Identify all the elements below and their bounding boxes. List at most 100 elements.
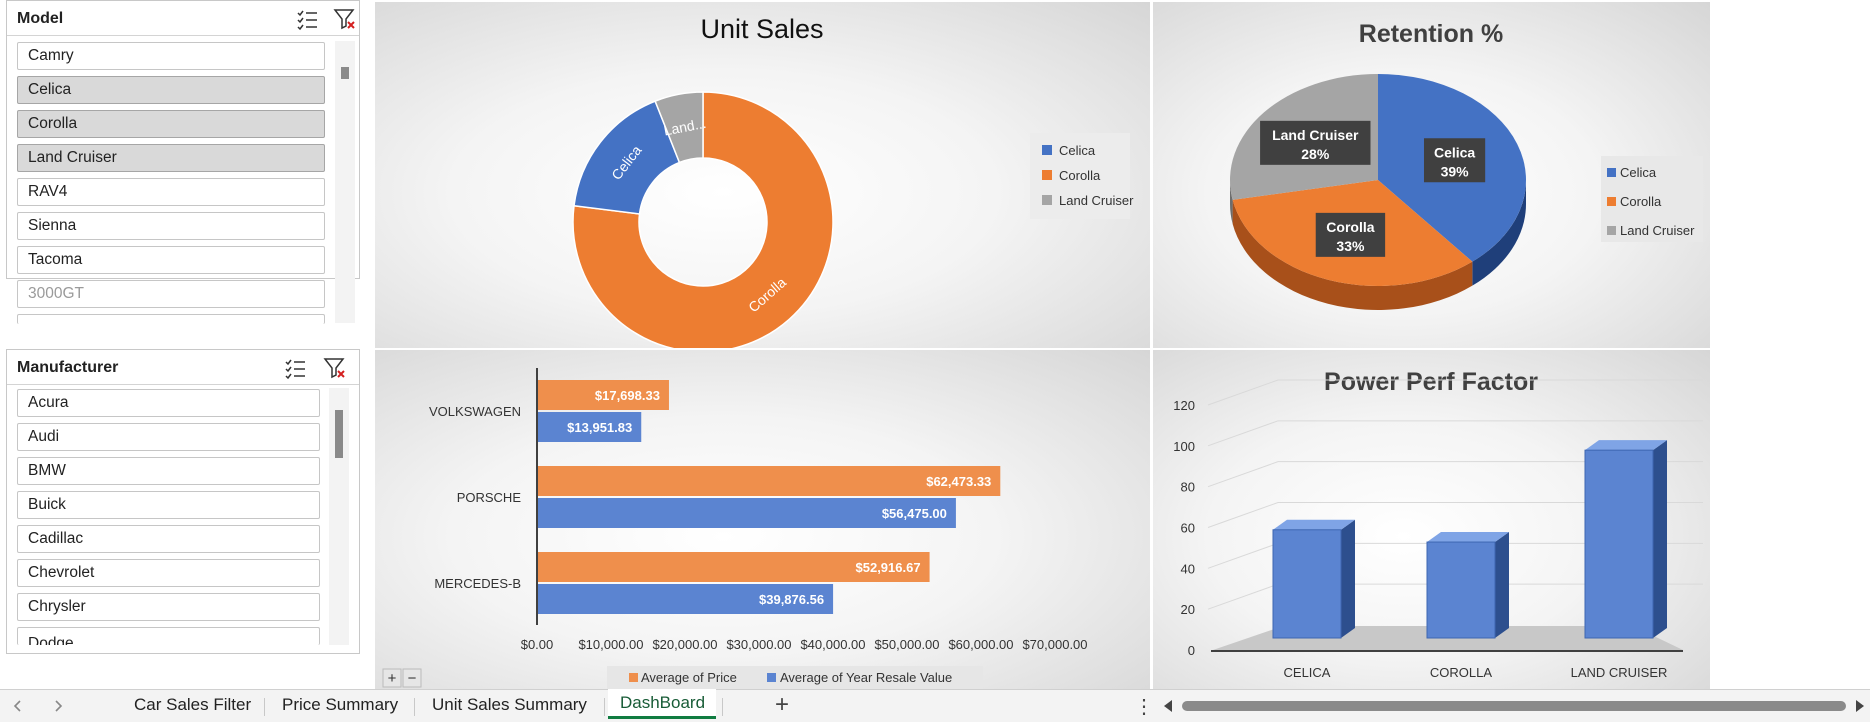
pie-label-box — [1423, 138, 1486, 183]
tab-divider — [414, 698, 415, 716]
slicer-item-corolla[interactable]: Corolla — [17, 110, 325, 138]
tab-divider — [604, 698, 605, 716]
gridline — [1207, 420, 1703, 447]
pie-side-corolla — [1232, 199, 1473, 310]
legend-label-corolla: Corolla — [1059, 168, 1101, 183]
slicer-item-dodge[interactable]: Dodge — [17, 627, 320, 645]
retention-chart[interactable]: Retention % Celica 39% Corolla 33% Land Crui… — [1153, 2, 1710, 348]
horizontal-scrollbar[interactable] — [1180, 699, 1850, 713]
x-tick-label-land-cruiser: LAND CRUISER — [1571, 665, 1668, 680]
pie-side-celica — [1472, 180, 1526, 286]
zoom-in-button[interactable]: + — [388, 670, 397, 687]
retention-legend: Celica Corolla Land Cruiser — [1601, 156, 1703, 242]
slicer-item-chrysler[interactable]: Chrysler — [17, 593, 320, 621]
column-side-land-cruiser — [1653, 440, 1667, 638]
price-bar-chart[interactable]: VOLKSWAGEN $17,698.33 $13,951.83 PORSCHE $62… — [375, 350, 1150, 689]
y-tick-label: 80 — [1181, 480, 1195, 495]
unit-sales-chart[interactable]: Unit Sales Corolla Celica Land... Celica Co… — [375, 2, 1150, 348]
slicer-item-cadillac[interactable]: Cadillac — [17, 525, 320, 553]
x-tick-label: $60,000.00 — [948, 637, 1013, 652]
bar-average-of-price-volkswagen[interactable] — [538, 380, 669, 410]
slicer-item-bmw[interactable]: BMW — [17, 457, 320, 485]
power-perf-chart[interactable]: Power Perf Factor 0 20 40 60 80 100 120 CELICA C… — [1153, 350, 1710, 689]
slicer-item-tacoma[interactable]: Tacoma — [17, 246, 325, 274]
pie-label-box — [1260, 120, 1371, 165]
price-bar-svg: VOLKSWAGEN $17,698.33 $13,951.83 PORSCHE $62… — [382, 368, 1088, 689]
clear-filter-icon[interactable] — [333, 7, 357, 31]
slicer-item-audi[interactable]: Audi — [17, 423, 320, 451]
x-tick-label: $50,000.00 — [874, 637, 939, 652]
tab-car-sales-filter[interactable]: Car Sales Filter — [134, 695, 252, 714]
pie-label-box — [1315, 212, 1386, 257]
tab-price-summary[interactable]: Price Summary — [282, 695, 399, 714]
slicer-item-chevrolet[interactable]: Chevrolet — [17, 559, 320, 587]
slicer-item-sienna[interactable]: Sienna — [17, 212, 325, 240]
legend-swatch-resale — [767, 673, 776, 682]
bar-average-of-year-resale-value-volkswagen[interactable] — [538, 412, 642, 442]
scroll-right-icon[interactable] — [1854, 699, 1866, 713]
slicer-item-celica[interactable]: Celica — [17, 76, 325, 104]
unit-sales-title: Unit Sales — [700, 14, 823, 44]
manufacturer-slicer-scroll-thumb[interactable] — [335, 410, 343, 458]
x-tick-label: $40,000.00 — [800, 637, 865, 652]
bar-average-of-year-resale-value-mercedes-b[interactable] — [538, 584, 834, 614]
slicer-item-camry[interactable]: Camry — [17, 42, 325, 70]
unit-sales-svg: Unit Sales Corolla Celica Land... Celica Co… — [572, 14, 1134, 348]
power-perf-svg: Power Perf Factor 0 20 40 60 80 100 120 CELICA C… — [1173, 368, 1703, 680]
model-slicer-header: Model — [7, 1, 359, 36]
pie-side-land-cruiser — [1230, 180, 1233, 224]
legend-swatch-corolla — [1607, 197, 1616, 206]
slicer-item-buick[interactable]: Buick — [17, 491, 320, 519]
zoom-controls[interactable]: + − — [382, 668, 422, 688]
legend-label-price: Average of Price — [641, 670, 737, 685]
column-celica[interactable] — [1272, 529, 1342, 639]
manufacturer-slicer-scrollbar[interactable] — [329, 388, 349, 645]
x-tick-label: $0.00 — [521, 637, 554, 652]
retention-title: Retention % — [1359, 20, 1503, 48]
power-perf-title: Power Perf Factor — [1324, 368, 1538, 396]
bar-average-of-price-mercedes-b[interactable] — [538, 552, 930, 582]
prev-sheet-icon[interactable] — [10, 698, 26, 714]
scroll-left-icon[interactable] — [1162, 699, 1174, 713]
pie-label-name-land-cruiser: Land Cruiser — [1272, 127, 1359, 143]
multi-select-icon[interactable] — [295, 7, 319, 31]
gridline — [1207, 461, 1703, 488]
tab-unit-sales-summary[interactable]: Unit Sales Summary — [432, 695, 587, 714]
x-tick-label: $70,000.00 — [1022, 637, 1087, 652]
slicer-item-land-cruiser[interactable]: Land Cruiser — [17, 144, 325, 172]
tab-dashboard[interactable]: DashBoard — [620, 693, 706, 712]
tab-dashboard-active[interactable]: DashBoard — [608, 689, 716, 719]
column-corolla[interactable] — [1426, 541, 1496, 639]
zoom-out-button[interactable]: − — [408, 670, 417, 687]
legend-swatch-land-cruiser — [1042, 195, 1052, 205]
multi-select-icon[interactable] — [283, 356, 307, 380]
model-slicer-scroll-thumb[interactable] — [341, 67, 349, 79]
donut-slice-corolla[interactable] — [572, 91, 834, 348]
x-tick-label-celica: CELICA — [1284, 665, 1331, 680]
category-label-mercedes-b: MERCEDES-B — [434, 576, 521, 591]
donut-slice-land-cruiser[interactable] — [654, 91, 704, 164]
pie-label-pct-celica: 39% — [1441, 163, 1470, 179]
legend-swatch-corolla — [1042, 170, 1052, 180]
manufacturer-slicer: Manufacturer Acura Audi BMW Buick Cadill… — [6, 349, 360, 654]
model-slicer: Model Camry Celica Corolla Land Cruiser … — [6, 0, 360, 324]
horizontal-scroll-thumb[interactable] — [1182, 701, 1846, 711]
add-sheet-button[interactable]: + — [775, 691, 790, 718]
y-tick-label: 40 — [1181, 561, 1195, 576]
model-slicer-scrollbar[interactable] — [335, 41, 355, 323]
more-options-icon[interactable]: ⋮ — [1134, 696, 1154, 718]
legend-label-land-cruiser: Land Cruiser — [1620, 223, 1695, 238]
next-sheet-icon[interactable] — [50, 698, 66, 714]
column-land-cruiser[interactable] — [1584, 449, 1654, 639]
legend-label-celica: Celica — [1620, 165, 1657, 180]
legend-swatch-land-cruiser — [1607, 226, 1616, 235]
bar-average-of-year-resale-value-porsche[interactable] — [538, 498, 956, 528]
bar-average-of-price-porsche[interactable] — [538, 466, 1001, 496]
clear-filter-icon[interactable] — [323, 356, 347, 380]
slicer-item-3000gt[interactable]: 3000GT — [17, 280, 325, 308]
legend-swatch-celica — [1607, 168, 1616, 177]
slicer-item-acura[interactable]: Acura — [17, 389, 320, 417]
slicer-item-rav4[interactable]: RAV4 — [17, 178, 325, 206]
bar-label-average-of-price-volkswagen: $17,698.33 — [595, 388, 660, 403]
legend-label-resale: Average of Year Resale Value — [780, 670, 952, 685]
